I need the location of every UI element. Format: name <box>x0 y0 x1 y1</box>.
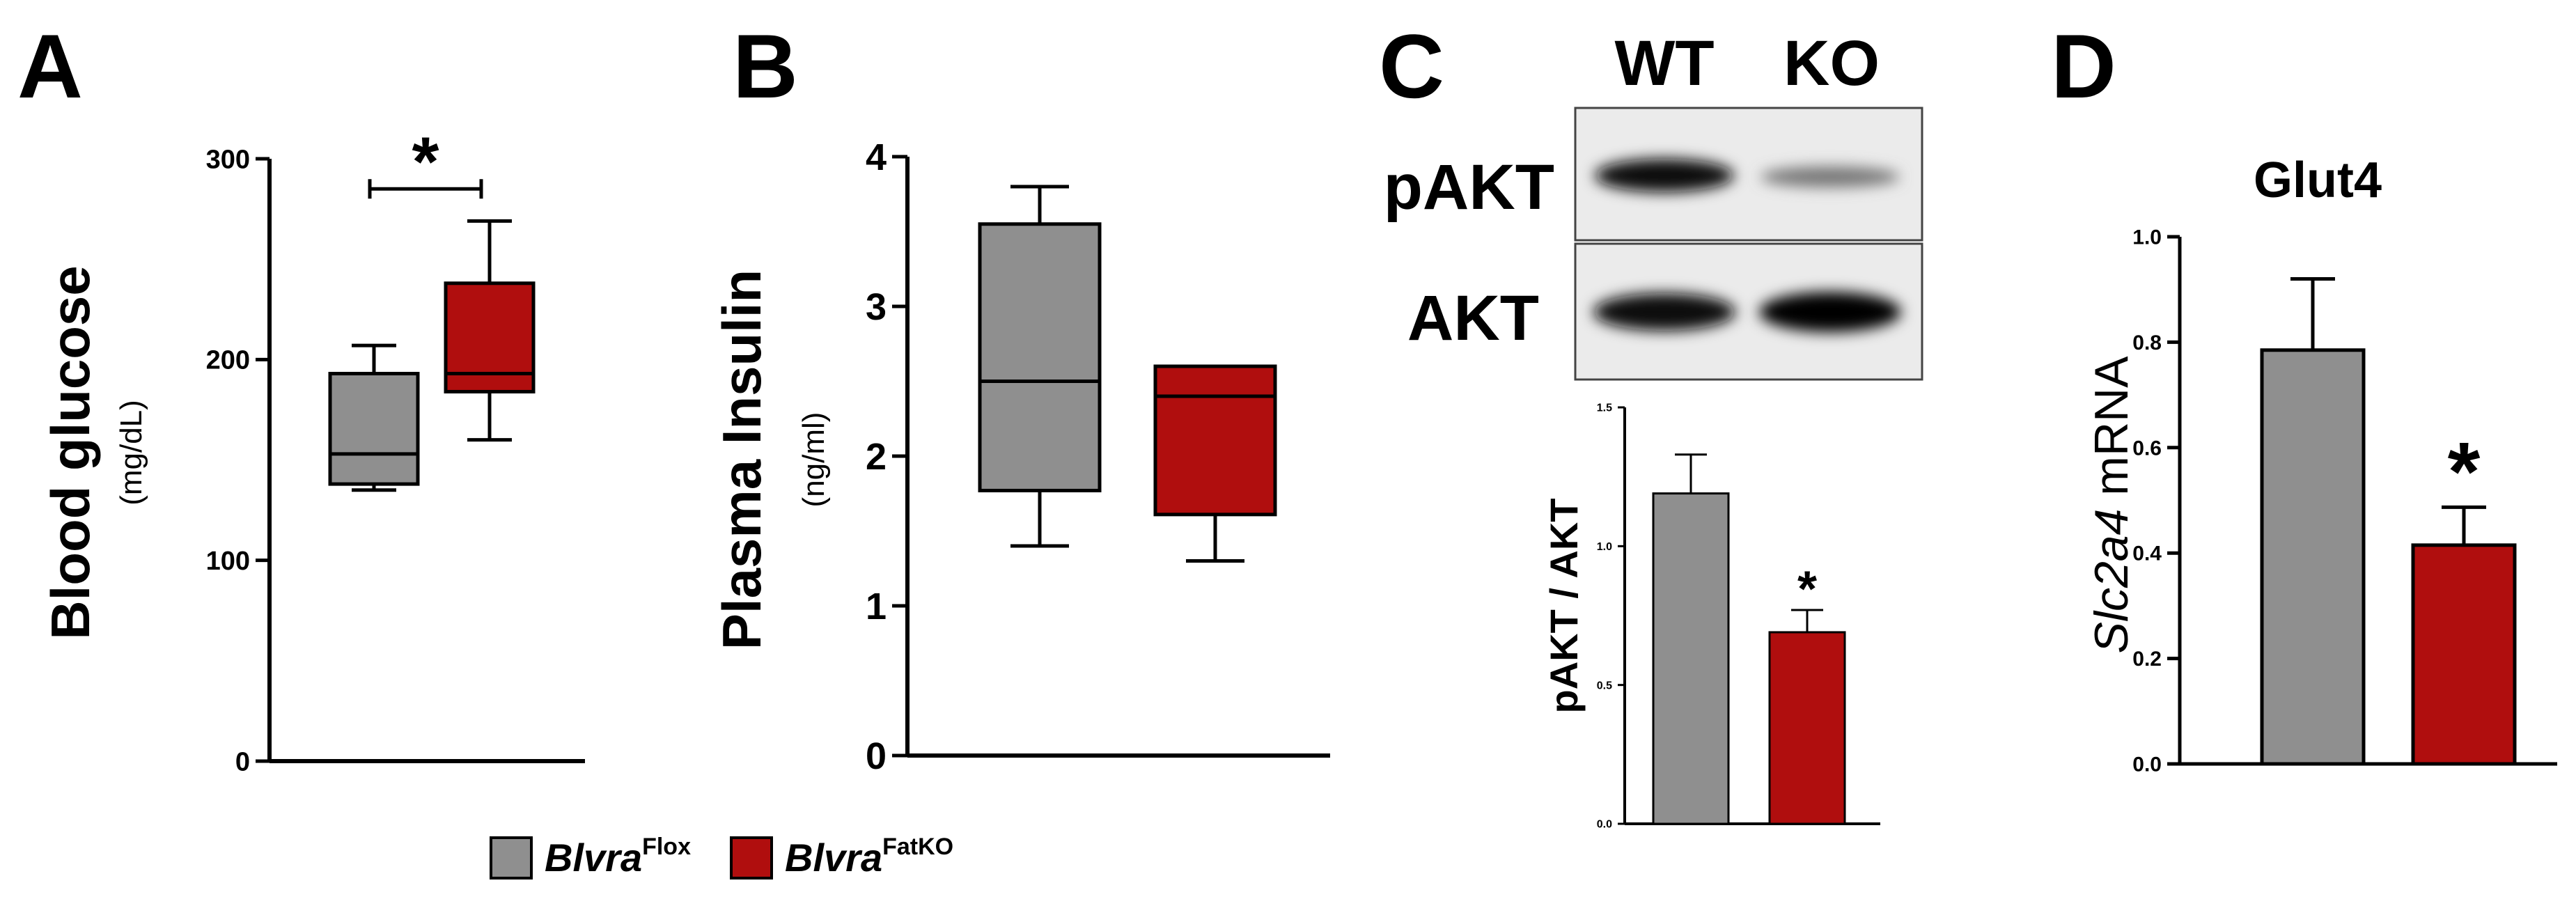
panel-d-title: Glut4 <box>2254 153 2382 208</box>
legend-label-fatko: BlvraFatKO <box>785 834 953 880</box>
legend-swatch-fatko <box>730 836 773 880</box>
blot-band-akt-wt <box>1593 293 1735 331</box>
panel-d-chart: Glut4 Slc2a4 mRNA 0.0 0.2 0.4 0.6 0.8 1.0 * <box>2085 153 2557 776</box>
panel-label-a: A <box>17 15 83 117</box>
bar-fatko <box>2411 543 2517 766</box>
y-tick-label: 300 <box>206 145 250 174</box>
significance-star: * <box>412 123 439 201</box>
panel-d-ylabel-gene: Slc2a4 <box>2085 509 2138 654</box>
panel-d-ylabel-rest: mRNA <box>2085 356 2138 509</box>
y-tick-label: 0.4 <box>2132 542 2162 565</box>
y-tick-label: 4 <box>866 136 887 178</box>
bar-flox <box>2260 348 2366 766</box>
y-tick-label: 0.8 <box>2132 331 2162 354</box>
y-tick-label: 200 <box>206 346 250 375</box>
panel-c-chart: WT KO pAKT AKT pAKT / AKT 0.0 0.5 1.0 1.5 * <box>1384 28 1923 831</box>
panel-b-ylabel: Plasma Insulin <box>711 269 772 650</box>
panel-label-d: D <box>2051 15 2116 117</box>
panel-a-chart: Blood glucose (mg/dL) 0 100 200 300 * <box>40 123 585 776</box>
legend: BlvraFlox BlvraFatKO <box>490 834 953 880</box>
significance-star: * <box>2448 425 2481 519</box>
y-tick-label: 0.6 <box>2132 437 2162 460</box>
panel-label-c: C <box>1379 15 1444 117</box>
panel-c-ylabel: pAKT / AKT <box>1542 499 1586 714</box>
panel-a-yunit: (mg/dL) <box>114 400 148 506</box>
legend-sup-flox: Flox <box>642 834 691 860</box>
y-tick-label: 100 <box>206 547 250 576</box>
legend-swatch-flox <box>490 836 533 880</box>
y-tick-label: 0 <box>866 735 887 777</box>
y-tick-label: 1.5 <box>1597 402 1612 414</box>
panel-d-ylabel: Slc2a4 mRNA <box>2085 356 2138 654</box>
y-tick-label: 2 <box>866 436 887 478</box>
y-tick-label: 0.0 <box>1597 819 1612 831</box>
blot-col-ko: KO <box>1783 28 1880 99</box>
blot-row-akt: AKT <box>1407 283 1539 354</box>
blot-row-pakt: pAKT <box>1384 152 1554 223</box>
panel-label-b: B <box>733 15 798 117</box>
y-tick-label: 3 <box>866 286 887 328</box>
y-tick-label: 1 <box>866 586 887 627</box>
box-flox <box>978 222 1102 492</box>
bar-fatko <box>1768 631 1846 825</box>
y-tick-label: 0 <box>235 747 250 776</box>
y-tick-label: 0.5 <box>1597 680 1612 691</box>
panel-a-ylabel: Blood glucose <box>40 265 101 639</box>
blot-col-wt: WT <box>1614 28 1714 99</box>
legend-gene-fatko: Blvra <box>785 836 882 880</box>
y-tick-label: 1.0 <box>2132 226 2162 249</box>
legend-gene-flox: Blvra <box>545 836 642 880</box>
legend-label-flox: BlvraFlox <box>545 834 691 880</box>
blot-band-akt-ko <box>1759 292 1901 332</box>
significance-star: * <box>1797 561 1817 617</box>
panel-b-yunit: (ng/ml) <box>797 412 831 508</box>
blot-band-pakt-wt <box>1595 159 1734 192</box>
bar-flox <box>1652 492 1730 825</box>
y-tick-label: 0.0 <box>2132 753 2162 776</box>
legend-sup-fatko: FatKO <box>882 834 953 860</box>
box-fatko <box>444 281 536 393</box>
y-tick-label: 0.2 <box>2132 648 2162 671</box>
blot-band-pakt-ko <box>1761 166 1900 187</box>
box-flox <box>328 372 420 486</box>
box-fatko <box>1153 364 1277 517</box>
y-tick-label: 1.0 <box>1597 541 1612 553</box>
panel-b-chart: Plasma Insulin (ng/ml) 0 1 2 3 4 <box>711 136 1330 777</box>
